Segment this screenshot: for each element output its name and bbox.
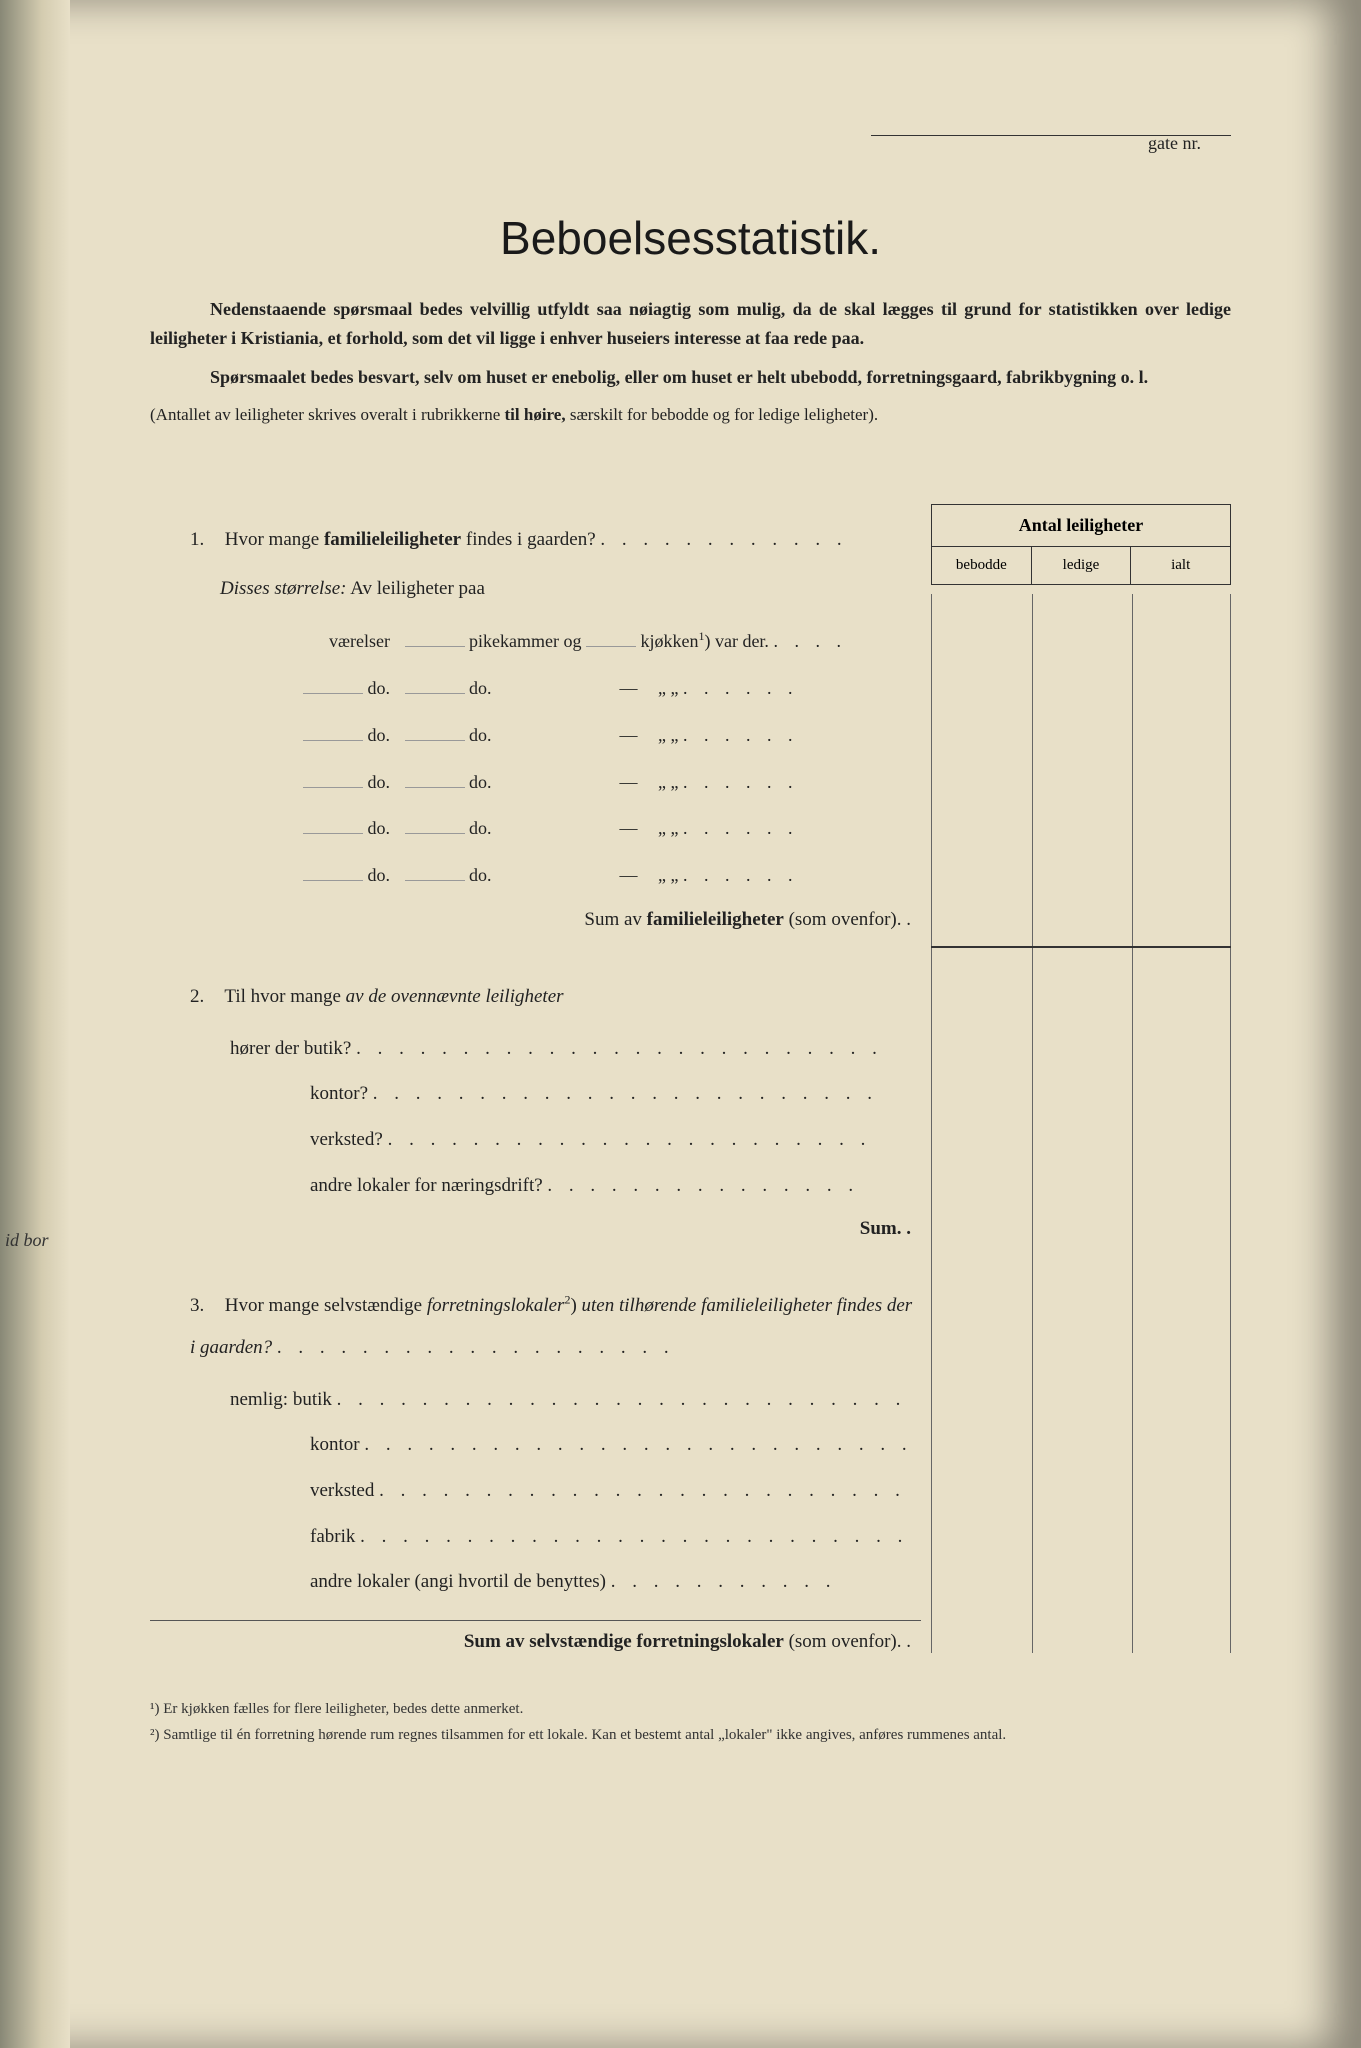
q2-number: 2. [190,976,220,1018]
q1-row-do: do. do. — „ „ . . . . . . [150,759,921,806]
q3-nemlig: nemlig: butik . . . . . . . . . . . . . … [150,1377,921,1423]
q3-andre: andre lokaler (angi hvortil de benyttes)… [150,1559,921,1605]
q1-pikekammer: pikekammer og [469,631,581,651]
q1-kjokken: kjøkken [640,631,698,651]
gate-number-field: gate nr. [150,120,1231,141]
intro-p2-text: Spørsmaalet bedes besvart, selv om huset… [210,367,1148,387]
q1-varder: ) var der. [704,631,768,651]
q1-row-do: do. do. — „ „ . . . . . . [150,852,921,899]
question-3: 3. Hvor mange selvstændige forretningslo… [150,1285,921,1653]
footnotes: ¹) Er kjøkken fælles for flere leilighet… [150,1698,1231,1747]
intro-p1-text: Nedenstaaende spørsmaal bedes velvillig … [150,299,1231,348]
q1-sum: Sum av familieleiligheter (som ovenfor).… [150,909,921,931]
note-prefix: (Antallet av leiligheter skrives overalt… [150,405,500,424]
table-grid [931,594,1231,1653]
page-title: Beboelsesstatistik. [150,211,1231,265]
q3-rule [150,1620,921,1621]
col-ialt: ialt [1131,547,1230,584]
q3-number: 3. [190,1285,220,1327]
q2-andre: andre lokaler for næringsdrift? . . . . … [150,1163,921,1209]
q3-fabrik: fabrik . . . . . . . . . . . . . . . . .… [150,1514,921,1560]
q2-butik: hører der butik? . . . . . . . . . . . .… [150,1026,921,1072]
col-ledige: ledige [1032,547,1132,584]
q3-kontor: kontor . . . . . . . . . . . . . . . . .… [150,1422,921,1468]
form-content: Antal leiligheter bebodde ledige ialt 1.… [150,519,1231,1653]
q3-text-a: Hvor mange selvstændige [225,1295,427,1316]
table-header-title: Antal leiligheter [932,505,1230,547]
q2-sum: Sum. . [150,1218,921,1240]
note-bold: til høire, [505,405,566,424]
q2-italic: av de ovennævnte leiligheter [346,986,564,1007]
q3-sum: Sum av selvstændige forretningslokaler (… [150,1631,921,1653]
q1-number: 1. [190,519,220,561]
question-2: 2. Til hvor mange av de ovennævnte leili… [150,976,921,1240]
q1-row-do: do. do. — „ „ . . . . . . [150,712,921,759]
q1-dots: . . . . . . . . . . . . [600,529,847,550]
note-suffix: særskilt for bebodde og for ledige lelig… [570,405,878,424]
q2-text-a: Til hvor mange [224,986,345,1007]
margin-note: id bor [5,1230,49,1251]
q3-verksted: verksted . . . . . . . . . . . . . . . .… [150,1468,921,1514]
q1-vaerelser: værelser [329,631,390,651]
footnote-1: ¹) Er kjøkken fælles for flere leilighet… [150,1698,1231,1721]
q1-av: Av leiligheter paa [350,578,485,599]
q1-text-b: findes i gaarden? [461,529,596,550]
intro-paragraph-1: Nedenstaaende spørsmaal bedes velvillig … [150,295,1231,353]
q1-disses: Disses størrelse: [220,578,347,599]
q2-verksted: verksted? . . . . . . . . . . . . . . . … [150,1117,921,1163]
document-page: id bor gate nr. Beboelsesstatistik. Nede… [0,0,1361,2048]
table-header: Antal leiligheter bebodde ledige ialt [931,504,1231,585]
q1-row-header: værelser pikekammer og kjøkken1) var der… [150,618,921,665]
q1-row-do: do. do. — „ „ . . . . . . [150,805,921,852]
gate-label: gate nr. [1148,133,1201,154]
q1-text-a: Hvor mange [225,529,324,550]
intro-note: (Antallet av leiligheter skrives overalt… [150,401,1231,428]
page-binding-shadow [0,0,70,2048]
footnote-2: ²) Samtlige til én forretning hørende ru… [150,1724,1231,1747]
question-1: 1. Hvor mange familieleiligheter findes … [150,519,921,931]
col-bebodde: bebodde [932,547,1032,584]
q1-row-do: do. do. — „ „ . . . . . . [150,665,921,712]
q3-italic1: forretningslokaler [427,1295,565,1316]
intro-paragraph-2: Spørsmaalet bedes besvart, selv om huset… [150,363,1231,392]
q1-bold: familieleiligheter [324,529,461,550]
q2-kontor: kontor? . . . . . . . . . . . . . . . . … [150,1071,921,1117]
